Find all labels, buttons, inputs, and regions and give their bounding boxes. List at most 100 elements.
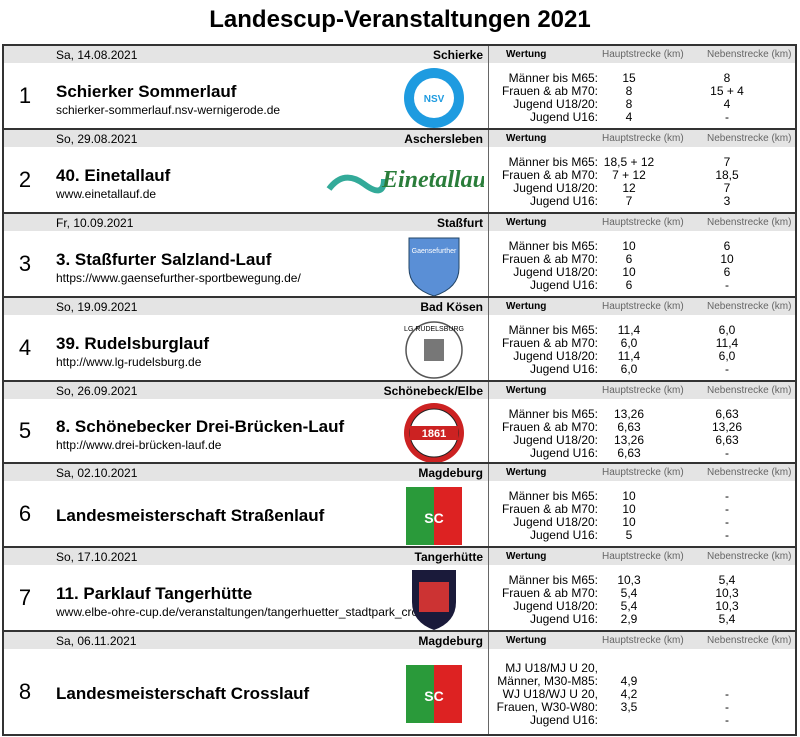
category-label: Jugend U18/20: xyxy=(513,599,598,613)
svg-text:Einetallauf: Einetallauf xyxy=(381,167,484,193)
event-url-link[interactable]: http://www.drei-brücken-lauf.de xyxy=(56,437,222,452)
category-label: Jugend U16: xyxy=(529,110,598,124)
side-distance: 10,3 xyxy=(715,599,739,613)
distance-table: Männer bis M65: 10,3 5,4 Frauen & ab M70: 5,… xyxy=(490,574,796,626)
event-url-link[interactable]: www.einetallauf.de xyxy=(56,186,157,201)
page-title: Landescup-Veranstaltungen 2021 xyxy=(209,6,591,33)
event-location: Tangerhütte xyxy=(414,550,483,564)
divider xyxy=(488,214,489,296)
event-number: 6 xyxy=(18,500,32,526)
divider xyxy=(488,298,489,380)
club-logo-icon: NSV xyxy=(384,65,484,131)
event-date: So, 17.10.2021 xyxy=(56,550,138,564)
side-distance: 3 xyxy=(723,194,731,208)
event-date: So, 26.09.2021 xyxy=(56,384,138,398)
main-distance: 5,4 xyxy=(620,599,638,613)
distance-row: Jugend U18/20: 10 6 xyxy=(490,266,796,279)
distance-table: Männer bis M65: 10 6 Frauen & ab M70: 6 10 Jug… xyxy=(490,240,796,292)
main-distance-header: Hauptstrecke (km) xyxy=(602,385,684,396)
distance-row: Frauen & ab M70: 6,0 11,4 xyxy=(490,337,796,350)
main-distance: 10 xyxy=(622,515,636,529)
side-distance-header: Nebenstrecke (km) xyxy=(707,49,792,60)
side-distance: - xyxy=(725,278,729,292)
side-distance: 6,63 xyxy=(715,407,739,421)
side-distance: 6,63 xyxy=(715,433,739,447)
distance-table: MJ U18/MJ U 20, Männer, M30-M85: 4,9 WJ U18… xyxy=(490,662,796,727)
distance-row: Männer bis M65: 18,5 + 12 7 xyxy=(490,156,796,169)
event-number: 4 xyxy=(18,334,32,360)
svg-text:1861: 1861 xyxy=(422,428,446,440)
wertung-header: Wertung xyxy=(506,385,547,396)
main-distance: 7 + 12 xyxy=(612,168,646,182)
side-distance: 6 xyxy=(723,265,731,279)
divider xyxy=(488,382,489,462)
category-label: Frauen & ab M70: xyxy=(501,84,598,98)
event-location: Magdeburg xyxy=(418,634,483,648)
category-label: Jugend U16: xyxy=(529,362,598,376)
distance-row: Jugend U18/20: 12 7 xyxy=(490,182,796,195)
main-distance: 2,9 xyxy=(620,612,638,626)
main-distance-header: Hauptstrecke (km) xyxy=(602,467,684,478)
distance-row: Jugend U16: 7 3 xyxy=(490,195,796,208)
side-distance: - xyxy=(725,446,729,460)
side-distance: 6,0 xyxy=(718,349,736,363)
svg-text:SC: SC xyxy=(424,510,443,526)
event-location: Bad Kösen xyxy=(420,300,483,314)
main-distance: 10 xyxy=(622,502,636,516)
main-distance: 18,5 + 12 xyxy=(603,155,655,169)
main-distance: 5 xyxy=(625,528,633,542)
event-location: Schierke xyxy=(432,48,483,62)
main-distance-header: Hauptstrecke (km) xyxy=(602,133,684,144)
distance-row: Jugend U16: 4 - xyxy=(490,111,796,124)
main-distance-header: Hauptstrecke (km) xyxy=(602,635,684,646)
event-row: Sa, 06.11.2021 Magdeburg Wertung Hauptst… xyxy=(2,630,797,736)
distance-table: Männer bis M65: 10- Frauen & ab M70: 10- Jug… xyxy=(490,490,796,542)
wertung-header: Wertung xyxy=(506,635,547,646)
event-number: 5 xyxy=(18,417,32,443)
event-number: 7 xyxy=(18,584,32,610)
category-label: Jugend U18/20: xyxy=(513,181,598,195)
event-url-link[interactable]: https://www.gaensefurther-sportbewegung.… xyxy=(56,270,301,285)
side-distance: 18,5 xyxy=(715,168,739,182)
event-url-link[interactable]: schierker-sommerlauf.nsv-wernigerode.de xyxy=(56,102,281,117)
side-distance: - xyxy=(725,110,729,124)
main-distance: 6,0 xyxy=(620,362,638,376)
category-label: Männer, M30-M85: xyxy=(497,674,598,688)
event-url-link[interactable]: www.elbe-ohre-cup.de/veranstaltungen/tan… xyxy=(56,604,431,619)
category-label: Jugend U18/20: xyxy=(513,349,598,363)
event-location: Staßfurt xyxy=(437,216,483,230)
category-label: WJ U18/WJ U 20, xyxy=(502,687,598,701)
event-header xyxy=(4,46,795,63)
distance-row: Jugend U16: 5 - xyxy=(490,529,796,542)
side-distance: 6,0 xyxy=(718,323,736,337)
category-label: Jugend U16: xyxy=(529,278,598,292)
event-row: So, 17.10.2021 Tangerhütte Wertung Haupt… xyxy=(2,546,797,632)
svg-text:LG RUDELSBURG: LG RUDELSBURG xyxy=(404,326,464,333)
main-distance: 4,2 xyxy=(620,687,638,701)
category-label: MJ U18/MJ U 20, xyxy=(505,661,598,675)
category-label: Frauen & ab M70: xyxy=(501,420,598,434)
category-label: Männer bis M65: xyxy=(508,71,598,85)
side-distance: - xyxy=(725,515,729,529)
main-distance: 6,63 xyxy=(617,420,641,434)
event-url-link[interactable]: http://www.lg-rudelsburg.de xyxy=(56,354,202,369)
main-distance: 5,4 xyxy=(620,586,638,600)
event-row: Sa, 14.08.2021 Schierke Wertung Hauptstr… xyxy=(2,44,797,130)
main-distance: 6,63 xyxy=(617,446,641,460)
side-distance-header: Nebenstrecke (km) xyxy=(707,301,792,312)
svg-text:Gaensefurther: Gaensefurther xyxy=(412,248,457,255)
distance-row: Frauen & ab M70: 7 + 12 18,5 xyxy=(490,169,796,182)
category-label: Jugend U18/20: xyxy=(513,97,598,111)
main-distance: 8 xyxy=(625,84,633,98)
side-distance xyxy=(662,662,792,675)
side-distance-header: Nebenstrecke (km) xyxy=(707,385,792,396)
event-date: Sa, 06.11.2021 xyxy=(56,634,137,648)
club-logo-icon: SC xyxy=(384,661,484,727)
distance-row: Männer bis M65: 15 8 xyxy=(490,72,796,85)
main-distance-header: Hauptstrecke (km) xyxy=(602,551,684,562)
distance-row: Frauen, W30-W80: 3,5 - xyxy=(490,701,796,714)
side-distance: 5,4 xyxy=(718,573,736,587)
divider xyxy=(488,130,489,212)
category-label: Männer bis M65: xyxy=(508,155,598,169)
category-label: Jugend U16: xyxy=(529,713,598,727)
